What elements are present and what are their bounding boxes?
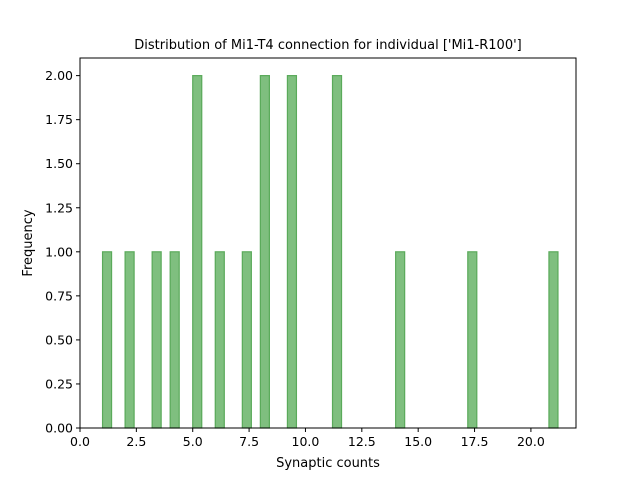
histogram-bar-9 [331, 75, 343, 429]
y-tick-label-1: 0.25 [45, 376, 73, 391]
x-axis-ticks: 0.0 2.5 5.0 7.5 10.0 12.5 15.0 17.5 20.0 [70, 428, 545, 449]
y-tick-label-8: 2.00 [45, 68, 73, 83]
y-axis-ticks: 0.00 0.25 0.50 0.75 1.00 1.25 1.50 1.75 2.00 [45, 68, 80, 436]
chart-title: Distribution of Mi1-T4 connection for in… [134, 38, 522, 53]
histogram-bar-5 [214, 251, 225, 429]
y-tick-label-4: 1.00 [45, 244, 73, 259]
x-tick-label-0: 0.0 [70, 434, 90, 449]
x-tick-label-7: 17.5 [461, 434, 489, 449]
x-tick-label-1: 2.5 [126, 434, 146, 449]
histogram-bar-10 [395, 251, 406, 429]
x-tick-label-6: 15.0 [404, 434, 432, 449]
histogram-bar-1 [124, 251, 135, 429]
y-tick-label-6: 1.50 [45, 156, 73, 171]
y-tick-label-2: 0.50 [45, 332, 73, 347]
plot-frame [79, 57, 577, 429]
histogram-bar-7 [259, 75, 270, 429]
histogram-bar-11 [467, 251, 478, 429]
histogram-bar-12 [548, 251, 559, 429]
x-tick-label-3: 7.5 [239, 434, 259, 449]
y-tick-label-7: 1.75 [45, 112, 73, 127]
histogram-bar-2 [151, 251, 162, 429]
histogram-bar-3 [169, 251, 180, 429]
y-tick-label-0: 0.00 [45, 421, 73, 436]
x-tick-label-2: 5.0 [183, 434, 203, 449]
bars-layer [101, 75, 559, 429]
y-axis-label: Frequency [21, 209, 36, 276]
y-tick-label-5: 1.25 [45, 200, 73, 215]
y-tick-label-3: 0.75 [45, 288, 73, 303]
x-tick-label-4: 10.0 [292, 434, 320, 449]
histogram-bar-8 [286, 75, 298, 429]
histogram-bar-0 [101, 251, 113, 429]
x-tick-label-5: 12.5 [348, 434, 376, 449]
histogram-bar-6 [241, 251, 252, 429]
x-tick-label-8: 20.0 [517, 434, 545, 449]
histogram-bar-4 [192, 75, 203, 429]
x-axis-label: Synaptic counts [276, 456, 380, 471]
